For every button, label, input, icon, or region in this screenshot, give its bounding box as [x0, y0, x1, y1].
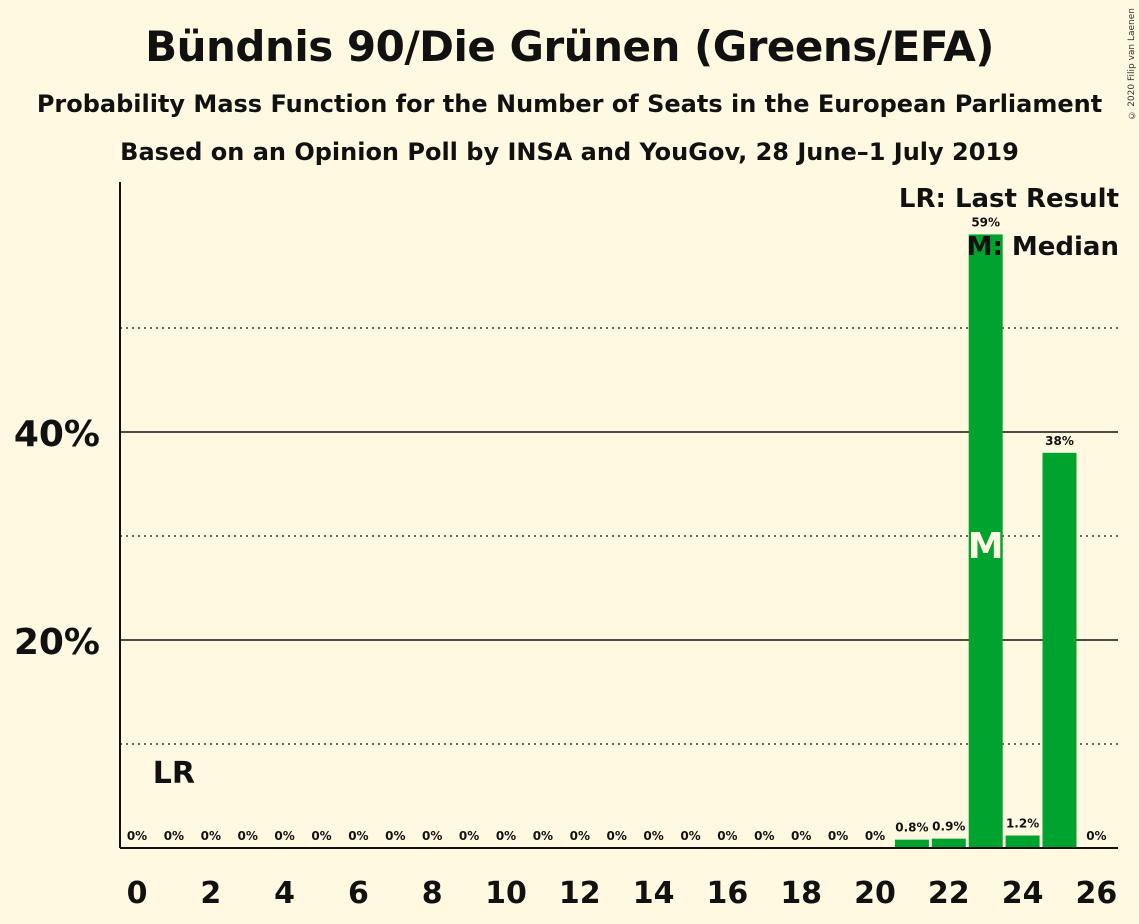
value-label: 0% [828, 829, 848, 843]
value-label: 0% [533, 829, 553, 843]
value-label: 38% [1045, 434, 1074, 448]
value-label: 0% [570, 829, 590, 843]
y-tick-label: 40% [14, 414, 100, 455]
last-result-marker: LR [153, 756, 195, 791]
chart-subtitle: Probability Mass Function for the Number… [36, 90, 1103, 118]
value-label: 0% [201, 829, 221, 843]
x-tick-label: 14 [633, 876, 675, 911]
gridlines [120, 327, 1118, 745]
axes [119, 182, 1118, 849]
chart-title: Bündnis 90/Die Grünen (Greens/EFA) [145, 22, 994, 71]
legend-median: M: Median [966, 232, 1119, 262]
bar-seat-22 [931, 838, 966, 848]
value-label: 0% [717, 829, 737, 843]
bars [894, 234, 1077, 848]
labels: 20%40%0% 0% 0% 0% 0% 0% 0% 0% 0% 0% 0% 0% 0% 0% 0% 0% 0%… [14, 215, 1117, 911]
x-tick-label: 4 [274, 876, 295, 911]
x-tick-label: 16 [707, 876, 749, 911]
value-label: 0% [459, 829, 479, 843]
value-label: 59% [971, 215, 1000, 229]
bar-seat-23 [968, 234, 1003, 848]
value-label: 0.9% [932, 820, 965, 834]
value-label: 0% [164, 829, 184, 843]
value-label: 0% [422, 829, 442, 843]
x-tick-label: 8 [422, 876, 443, 911]
x-tick-label: 12 [559, 876, 601, 911]
value-label: 0% [496, 829, 516, 843]
bar-seat-24 [1005, 835, 1040, 848]
value-label: 0% [754, 829, 774, 843]
value-label: 0% [385, 829, 405, 843]
x-tick-label: 2 [200, 876, 221, 911]
x-tick-label: 10 [485, 876, 527, 911]
value-label: 0% [274, 829, 294, 843]
value-label: 0% [643, 829, 663, 843]
value-label: 0% [865, 829, 885, 843]
value-label: 1.2% [1006, 817, 1039, 831]
x-tick-label: 18 [780, 876, 822, 911]
value-label: 0% [348, 829, 368, 843]
median-marker: M [968, 526, 1004, 567]
value-label: 0% [238, 829, 258, 843]
value-label: 0% [1086, 829, 1106, 843]
x-tick-label: 22 [928, 876, 970, 911]
value-label: 0.8% [895, 821, 928, 835]
legend-last-result: LR: Last Result [898, 184, 1119, 214]
value-label: 0% [607, 829, 627, 843]
chart-subtitle-poll: Based on an Opinion Poll by INSA and You… [120, 138, 1019, 166]
value-label: 0% [680, 829, 700, 843]
value-label: 0% [127, 829, 147, 843]
x-tick-label: 24 [1002, 876, 1044, 911]
x-tick-label: 0 [127, 876, 148, 911]
bar-seat-25 [1042, 452, 1077, 848]
x-tick-label: 26 [1076, 876, 1118, 911]
y-tick-label: 20% [14, 622, 100, 663]
x-tick-label: 6 [348, 876, 369, 911]
bar-seat-21 [894, 839, 929, 848]
x-tick-label: 20 [854, 876, 896, 911]
value-label: 0% [791, 829, 811, 843]
value-label: 0% [311, 829, 331, 843]
